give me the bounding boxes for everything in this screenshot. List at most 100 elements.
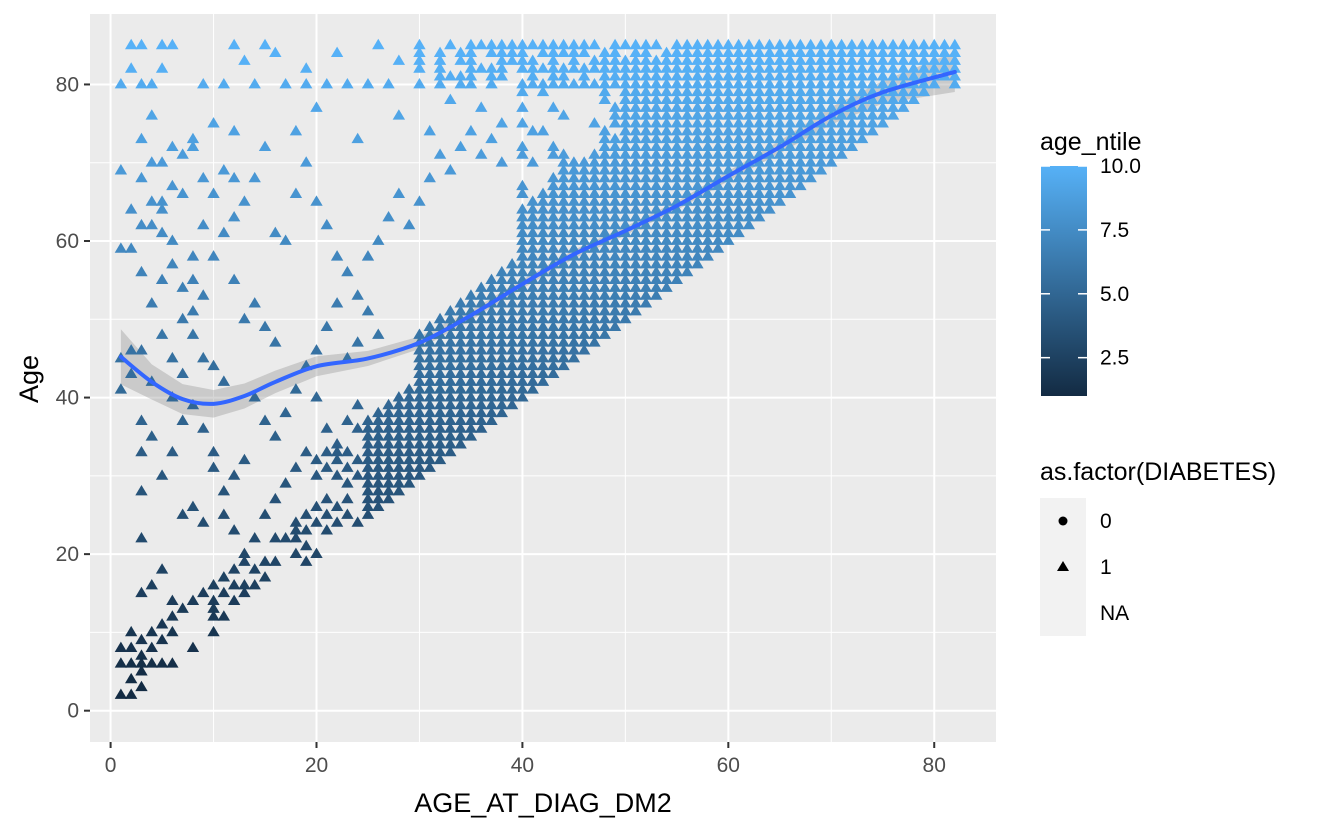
data-point (711, 140, 725, 151)
data-point (475, 375, 488, 386)
data-point (423, 367, 436, 378)
data-point (567, 257, 581, 269)
data-point (526, 234, 539, 245)
data-point (536, 226, 550, 238)
data-point (444, 359, 457, 371)
data-point (753, 164, 766, 175)
data-point (505, 320, 519, 332)
data-point (536, 195, 550, 206)
data-point (660, 117, 673, 128)
data-point (454, 54, 467, 65)
data-point (629, 289, 642, 300)
data-point (619, 265, 632, 277)
data-point (711, 234, 725, 245)
data-point (392, 461, 406, 472)
data-point (423, 391, 436, 402)
data-point (948, 38, 961, 50)
data-point (454, 46, 467, 58)
data-point (402, 469, 416, 480)
data-point (670, 257, 684, 269)
data-point (732, 77, 745, 89)
color-legend: age_ntile 2.55.07.510.0 (1040, 128, 1141, 396)
data-point (145, 156, 158, 167)
data-point (423, 406, 436, 418)
legend-circle-symbol (1058, 516, 1068, 526)
data-point (279, 531, 292, 543)
data-point (804, 62, 817, 73)
data-point (732, 148, 745, 159)
data-point (773, 93, 786, 105)
data-point (928, 38, 941, 50)
data-point (186, 132, 200, 144)
data-point (598, 211, 611, 222)
data-point (598, 226, 611, 238)
data-point (629, 297, 642, 308)
data-point (763, 156, 776, 167)
data-point (794, 164, 807, 175)
data-point (330, 516, 344, 527)
data-point (732, 211, 745, 222)
data-point (845, 70, 859, 81)
data-point (135, 265, 148, 277)
data-point (783, 117, 797, 128)
data-point (835, 46, 848, 58)
data-point (701, 195, 714, 206)
data-point (701, 132, 714, 144)
data-point (269, 46, 282, 58)
data-point (433, 320, 447, 332)
data-point (814, 156, 828, 167)
data-point (547, 70, 560, 81)
data-point (650, 62, 663, 73)
data-point (804, 171, 817, 183)
data-point (753, 54, 766, 65)
data-point (773, 62, 786, 73)
data-point (794, 132, 807, 144)
data-point (722, 46, 735, 58)
data-point (567, 265, 581, 277)
data-point (629, 109, 642, 120)
data-point (639, 101, 653, 112)
data-point (526, 203, 539, 214)
data-point (897, 70, 910, 81)
data-point (722, 77, 735, 89)
data-point (660, 93, 673, 105)
data-point (526, 218, 539, 230)
data-point (423, 344, 436, 355)
data-point (608, 77, 622, 89)
data-point (444, 375, 457, 386)
data-point (773, 77, 786, 89)
data-point (763, 179, 776, 191)
data-point (619, 218, 632, 230)
data-point (423, 351, 436, 363)
data-point (567, 187, 581, 198)
data-point (742, 187, 756, 198)
data-point (125, 203, 138, 214)
data-point (444, 414, 457, 425)
data-point (475, 62, 488, 73)
data-point (660, 171, 673, 183)
data-point (289, 461, 303, 472)
data-point (567, 273, 581, 285)
data-point (814, 38, 828, 50)
data-point (207, 610, 220, 621)
data-point (166, 625, 179, 637)
data-point (660, 164, 673, 175)
data-point (773, 187, 786, 198)
data-point (866, 93, 879, 105)
x-tick-label: 80 (923, 754, 946, 777)
data-point (701, 117, 714, 128)
data-point (557, 336, 570, 347)
data-point (114, 641, 128, 652)
data-point (680, 101, 694, 112)
data-point (351, 453, 364, 465)
data-point (485, 367, 498, 378)
data-point (536, 187, 550, 198)
data-point (495, 117, 508, 128)
data-point (547, 328, 560, 339)
data-point (454, 70, 467, 81)
data-point (186, 250, 200, 261)
data-point (680, 179, 694, 191)
data-point (207, 117, 220, 128)
data-point (557, 203, 570, 214)
data-point (567, 38, 581, 50)
